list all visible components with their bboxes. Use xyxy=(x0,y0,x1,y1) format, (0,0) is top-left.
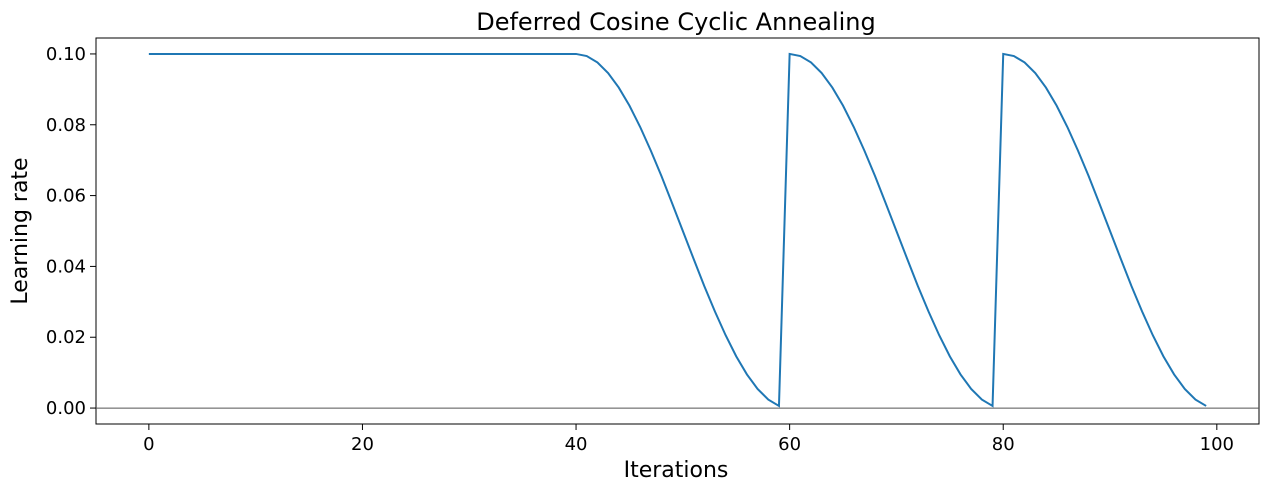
y-tick-label: 0.04 xyxy=(46,256,86,277)
y-axis: 0.00 0.02 0.04 0.06 0.08 0.10 xyxy=(46,44,96,419)
y-tick-label: 0.06 xyxy=(46,186,86,207)
chart-title: Deferred Cosine Cyclic Annealing xyxy=(476,8,876,36)
x-axis-label: Iterations xyxy=(624,458,729,483)
x-tick-label: 40 xyxy=(565,434,588,455)
y-tick-label: 0.00 xyxy=(46,398,86,419)
x-tick-label: 20 xyxy=(351,434,374,455)
x-tick-label: 60 xyxy=(778,434,801,455)
x-tick-label: 100 xyxy=(1200,434,1234,455)
y-tick-label: 0.08 xyxy=(46,115,86,136)
y-tick-label: 0.02 xyxy=(46,327,86,348)
y-axis-label: Learning rate xyxy=(8,157,33,304)
series-line xyxy=(148,52,1207,408)
x-tick-label: 80 xyxy=(992,434,1015,455)
x-axis: 0 20 40 60 80 100 xyxy=(143,424,1234,455)
x-tick-label: 0 xyxy=(143,434,154,455)
plot-frame xyxy=(95,37,1260,425)
y-tick-label: 0.10 xyxy=(46,44,86,65)
